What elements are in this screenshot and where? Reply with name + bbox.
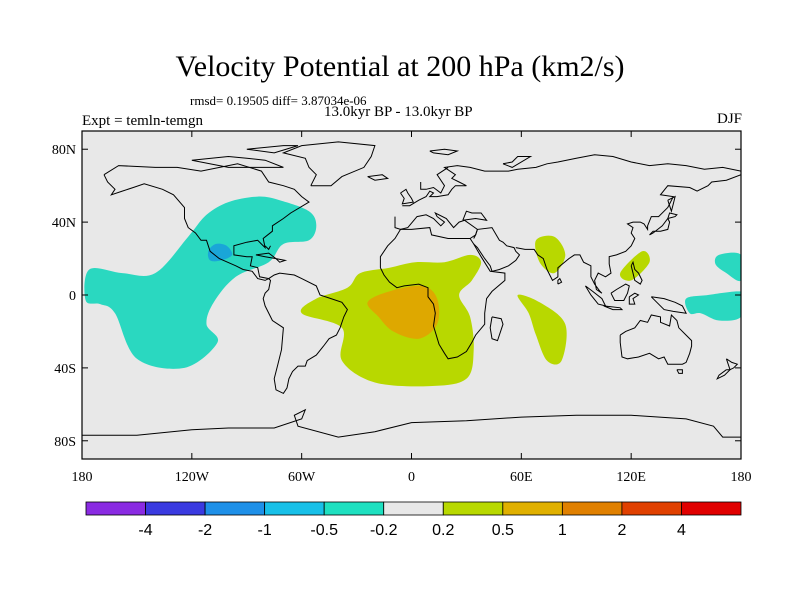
colorbar-swatch-9 <box>621 501 682 516</box>
subtitle: 13.0kyr BP - 13.0kyr BP <box>324 104 473 120</box>
coastline-32 <box>429 148 460 156</box>
x-tick-label: 120E <box>616 470 646 485</box>
coastline-23 <box>725 358 739 371</box>
colorbar-swatch-10 <box>681 501 742 516</box>
colorbar-swatch-3 <box>264 501 325 516</box>
anomaly-region-6 <box>535 235 566 274</box>
coastline-22 <box>676 369 683 374</box>
coastline-8 <box>400 188 415 205</box>
anomaly-region-0 <box>84 196 317 369</box>
coastline-16 <box>603 305 624 311</box>
anomaly-region-3 <box>685 291 741 321</box>
coastline-24 <box>716 369 732 380</box>
x-tick-label: 60W <box>288 470 316 485</box>
anomaly-region-1 <box>207 243 233 262</box>
season-label: DJF <box>716 111 742 127</box>
colorbar-label: 4 <box>677 522 686 539</box>
colorbar-label: -1 <box>258 522 272 539</box>
x-tick-label: 180 <box>72 470 93 485</box>
colorbar-swatch-2 <box>204 501 266 516</box>
anomaly-regions <box>84 196 741 387</box>
coastline-21 <box>619 313 693 365</box>
y-tick-label: 40N <box>52 216 76 231</box>
coastline-18 <box>628 292 640 305</box>
x-tick-label: 180 <box>731 470 752 485</box>
coastline-25 <box>489 316 504 342</box>
colorbar-swatch-6 <box>442 501 504 516</box>
colorbar-label: 1 <box>558 522 567 539</box>
coastline-34 <box>667 195 676 213</box>
coastline-20 <box>630 260 643 285</box>
y-tick-label: 80N <box>52 143 76 158</box>
anomaly-region-5 <box>367 285 440 339</box>
x-tick-label: 120W <box>175 470 210 485</box>
coastline-9 <box>367 174 390 181</box>
coastline-12 <box>557 277 563 285</box>
coastlines <box>82 141 741 438</box>
coastline-19 <box>650 296 687 314</box>
colorbar-swatch-0 <box>85 501 146 516</box>
coastline-29 <box>264 245 271 251</box>
y-tick-label: 80S <box>54 435 76 450</box>
chart-title: Velocity Potential at 200 hPa (km2/s) <box>175 50 625 83</box>
colorbar-label: -0.5 <box>310 522 338 539</box>
coastline-5 <box>462 210 488 221</box>
colorbar-label: 0.5 <box>492 522 514 539</box>
colorbar-swatch-4 <box>323 501 385 516</box>
colorbar-label: -4 <box>138 522 152 539</box>
y-tick-label: 0 <box>69 289 76 304</box>
colorbar-swatch-8 <box>561 501 623 516</box>
coastline-17 <box>610 283 630 301</box>
coastline-2 <box>281 141 376 187</box>
coastline-11 <box>515 174 741 294</box>
coastline-30 <box>191 155 284 168</box>
anomaly-region-2 <box>714 252 741 282</box>
coastline-31 <box>246 145 299 154</box>
coastline-0 <box>103 163 310 281</box>
coastline-7 <box>420 166 449 194</box>
colorbar-swatch-5 <box>383 501 444 516</box>
coastline-28 <box>275 258 288 263</box>
anomaly-region-7 <box>517 294 567 365</box>
coastline-14 <box>667 212 678 219</box>
axis-ticks: 180 120W 60W 0 60E 120E 180 80N 40N 0 40S 80S <box>52 131 752 485</box>
colorbar: -4 -2 -1 -0.5 -0.2 0.2 0.5 1 2 4 <box>85 501 742 539</box>
coastline-1 <box>262 272 348 395</box>
experiment-label: Expt = temln-temgn <box>82 113 203 129</box>
coastline-4 <box>394 211 478 239</box>
y-tick-label: 40S <box>54 362 76 377</box>
coastline-13 <box>649 217 671 236</box>
anomaly-region-8 <box>619 251 650 281</box>
coastline-10 <box>469 227 521 272</box>
colorbar-swatch-7 <box>502 501 563 516</box>
colorbar-label: 0.2 <box>432 522 454 539</box>
colorbar-label: -2 <box>198 522 212 539</box>
x-tick-label: 60E <box>510 470 533 485</box>
coastline-3 <box>379 227 506 360</box>
coastline-6 <box>402 154 741 207</box>
stats-line: rmsd= 0.19505 diff= 3.87034e-06 <box>190 93 367 108</box>
coastline-33 <box>502 156 533 168</box>
colorbar-label: 2 <box>617 522 626 539</box>
x-tick-label: 0 <box>408 470 415 485</box>
colorbar-swatch-1 <box>145 501 206 516</box>
coastline-26 <box>82 408 741 438</box>
colorbar-label: -0.2 <box>370 522 398 539</box>
